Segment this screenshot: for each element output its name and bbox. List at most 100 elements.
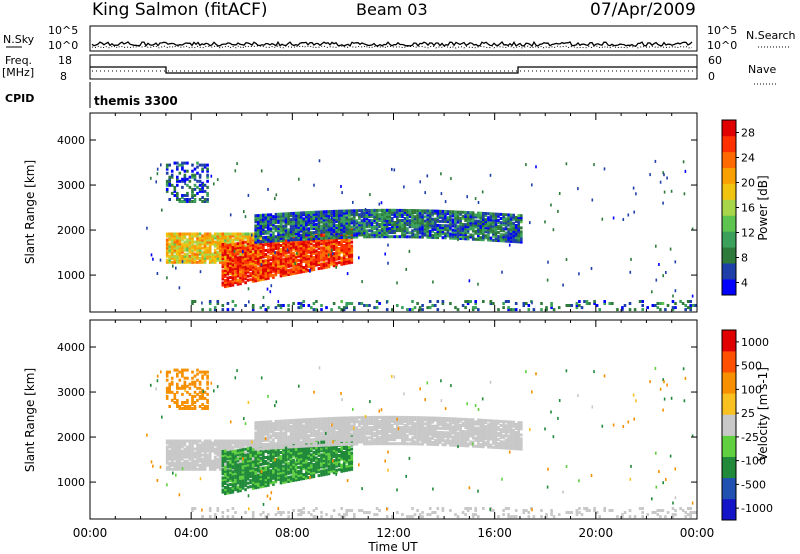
echo-cell (251, 243, 255, 247)
echo-cell (221, 439, 225, 443)
echo-cell (193, 254, 197, 258)
echo-cell (176, 254, 179, 258)
echo-cell (206, 455, 209, 459)
echo-cell (307, 227, 311, 231)
echo-cell (292, 213, 295, 217)
echo-cell (229, 479, 232, 482)
echo-cell (315, 450, 318, 454)
echo-cell (269, 252, 273, 256)
echo-cell (246, 266, 250, 270)
echo-cell (302, 450, 305, 454)
echo-cell (345, 456, 348, 460)
echo-cell (282, 458, 285, 462)
echo-cell (509, 227, 513, 231)
echo-cell (350, 459, 354, 463)
echo-cell (226, 463, 230, 467)
scatter-point (317, 234, 320, 238)
echo-cell (294, 422, 298, 426)
echo-cell (267, 469, 270, 473)
echo-cell (368, 304, 371, 307)
echo-cell (312, 245, 316, 249)
echo-cell (297, 225, 300, 229)
echo-cell (461, 229, 465, 232)
echo-region-ground-scatter (191, 300, 698, 312)
echo-cell (183, 161, 187, 165)
echo-cell (196, 461, 199, 465)
y-tick-label: 1000 (57, 269, 85, 282)
echo-cell (208, 250, 212, 254)
echo-cell (267, 231, 270, 235)
echo-cell (292, 255, 295, 259)
echo-cell (176, 441, 179, 445)
echo-cell (213, 260, 217, 264)
echo-cell (297, 476, 300, 479)
echo-cell (234, 258, 237, 262)
echo-cell (345, 468, 348, 472)
echo-cell (216, 443, 220, 447)
echo-cell (441, 224, 445, 228)
echo-cell (178, 252, 182, 256)
echo-cell (246, 232, 250, 236)
echo-cell (393, 223, 397, 226)
echo-cell (181, 161, 184, 165)
echo-cell (287, 240, 290, 244)
echo-cell (456, 230, 460, 234)
echo-cell (216, 246, 220, 250)
echo-cell (272, 430, 275, 434)
echo-cell (378, 223, 381, 226)
scatter-point (396, 281, 398, 285)
echo-cell (219, 467, 222, 471)
echo-cell (335, 217, 338, 221)
echo-cell (302, 231, 305, 235)
echo-cell (262, 472, 265, 476)
echo-cell (264, 474, 268, 478)
echo-cell (165, 238, 169, 242)
echo-cell (294, 428, 298, 432)
echo-cell (287, 437, 290, 441)
echo-cell (262, 445, 265, 449)
echo-cell (474, 300, 477, 303)
echo-cell (226, 491, 230, 495)
echo-cell (373, 215, 376, 218)
echo-cell (322, 450, 326, 454)
echo-cell (603, 300, 606, 303)
scatter-point (150, 253, 153, 257)
echo-cell (282, 251, 285, 255)
echo-cell (279, 250, 283, 254)
echo-cell (454, 306, 457, 310)
echo-cell (315, 237, 318, 240)
echo-cell (259, 439, 263, 443)
echo-cell (236, 266, 240, 270)
echo-cell (299, 463, 303, 467)
echo-cell (279, 467, 283, 471)
echo-cell (398, 223, 402, 227)
echo-cell (540, 302, 543, 305)
echo-cell (188, 238, 192, 242)
echo-cell (264, 213, 268, 217)
echo-cell (282, 441, 285, 445)
scatter-point (691, 294, 694, 298)
echo-cell (274, 434, 278, 438)
echo-cell (259, 260, 263, 264)
echo-cell (239, 266, 242, 269)
scatter-point (296, 251, 298, 255)
echo-cell (198, 163, 202, 167)
echo-cell (355, 229, 359, 233)
echo-cell (219, 463, 222, 467)
echo-cell (219, 252, 222, 256)
echo-cell (292, 429, 295, 432)
echo-cell (396, 229, 399, 233)
echo-cell (305, 221, 308, 225)
echo-cell (292, 460, 295, 464)
echo-cell (274, 422, 278, 425)
echo-cell (514, 308, 518, 312)
echo-cell (262, 271, 265, 275)
echo-cell (292, 220, 295, 223)
echo-cell (239, 466, 242, 470)
echo-cell (368, 219, 371, 223)
echo-cell (406, 215, 409, 218)
echo-cell (477, 215, 480, 219)
scatter-point (172, 264, 174, 268)
echo-cell (350, 221, 354, 225)
